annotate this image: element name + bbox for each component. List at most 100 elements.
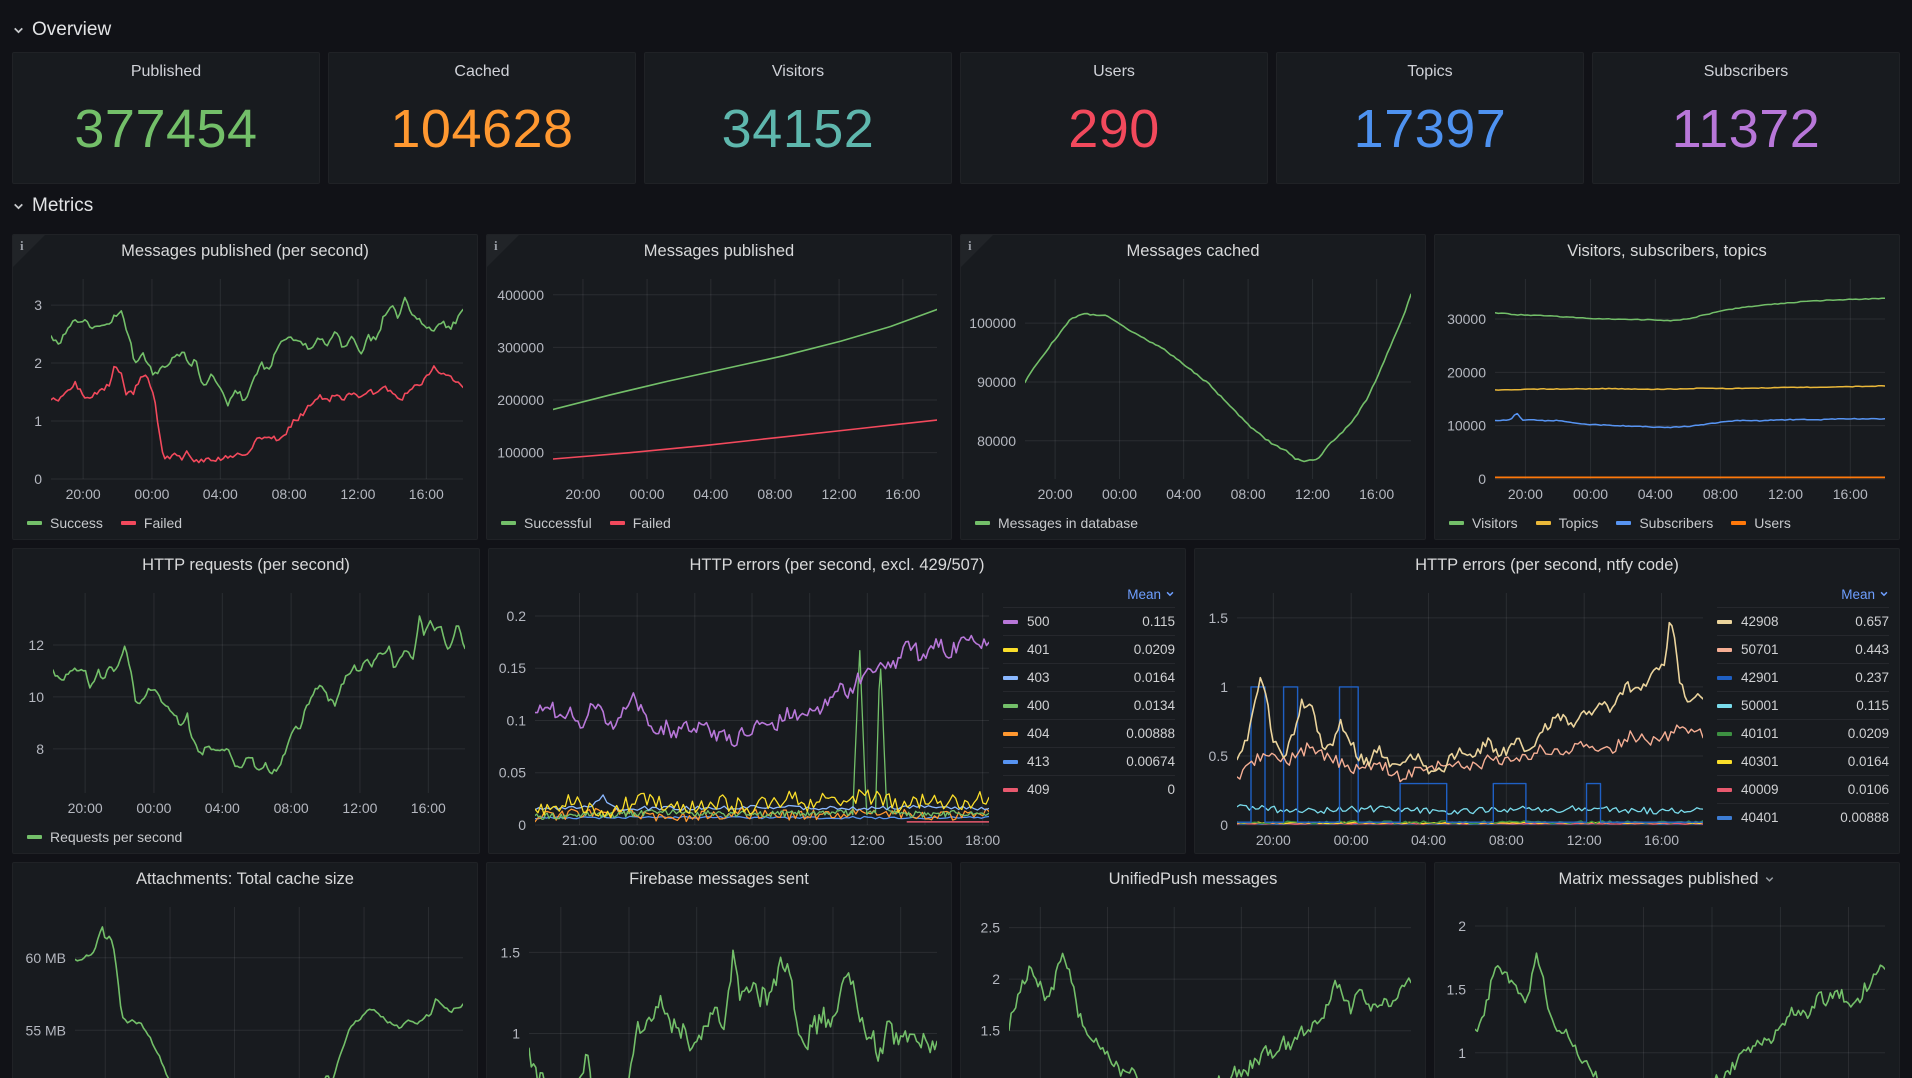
section-header-metrics[interactable]: Metrics [12,184,1900,228]
legend-mean-sort-header[interactable]: Mean [1003,581,1175,607]
x-tick-label: 20:00 [1256,832,1291,848]
panel-title[interactable]: HTTP errors (per second, excl. 429/507) [489,549,1185,581]
legend-mean-sort-header[interactable]: Mean [1717,581,1889,607]
series-color-swatch [1449,521,1464,525]
panel-http-errors-ntfy: HTTP errors (per second, ntfy code) 1.5 1 0… [1194,548,1900,854]
series-color-swatch [1717,703,1732,708]
panel-title[interactable]: Messages published [487,235,951,267]
legend-table-row[interactable]: 400 0.0134 [1003,691,1175,719]
legend-table-row[interactable]: 42908 0.657 [1717,607,1889,635]
overview-stats-row: Published 377454 Cached 104628 Visitors … [12,52,1900,184]
panel-info-corner-icon[interactable] [961,235,993,267]
chart-canvas[interactable]: 400000 300000 200000 100000 20:00 00:00 04:00 0… [487,267,951,507]
x-tick-label: 18:00 [965,832,1000,848]
series-name: 401 [1027,642,1050,657]
panel-title[interactable]: HTTP requests (per second) [13,549,479,581]
panel-http-errors-excl: HTTP errors (per second, excl. 429/507) 0… [488,548,1186,854]
series-color-swatch [501,521,516,525]
x-tick-label: 04:00 [1638,486,1673,502]
legend-table-row[interactable]: 404 0.00888 [1003,719,1175,747]
series-name: 40401 [1741,810,1779,825]
legend-item-topics[interactable]: Topics [1535,515,1598,531]
mean-header-label: Mean [1127,586,1161,602]
legend-item-failed[interactable]: Failed [120,515,182,531]
chart-canvas[interactable]: 100000 90000 80000 20:00 00:00 04:00 08:00 12:0… [961,267,1425,507]
panel-title[interactable]: Visitors, subscribers, topics [1435,235,1899,267]
x-tick-label: 20:00 [1038,486,1073,502]
chart-canvas[interactable]: 3 2 1 0 20:00 00:00 04:00 08:00 12:00 16:00 [13,267,477,507]
chart-canvas[interactable]: 0.2 0.15 0.1 0.05 0 21:00 00:00 03:00 06:00 09:00… [489,581,1003,853]
series-name: Messages in database [998,515,1139,531]
chart-canvas[interactable]: 30000 20000 10000 0 20:00 00:00 04:00 08:00 12:0… [1435,267,1899,507]
legend-table-row[interactable]: 50001 0.115 [1717,691,1889,719]
x-tick-label: 04:00 [1166,486,1201,502]
x-tick-label: 00:00 [134,486,169,502]
stat-label: Subscribers [1703,63,1789,80]
legend-item-requests-per-second[interactable]: Requests per second [27,829,182,845]
legend-table-row[interactable]: 401 0.0209 [1003,635,1175,663]
panel-matrix-messages-published: Matrix messages published21.510.520:0000… [1434,862,1900,1078]
x-tick-label: 00:00 [1573,486,1608,502]
legend-table-row[interactable]: 40401 0.00888 [1717,803,1889,831]
section-header-overview[interactable]: Overview [12,8,1900,52]
x-tick-label: 08:00 [1489,832,1524,848]
legend-item-visitors[interactable]: Visitors [1449,515,1518,531]
series-mean-value: 0.115 [1142,614,1175,629]
stat-value: 290 [1068,99,1160,159]
legend-item-successful[interactable]: Successful [501,515,592,531]
panel-title[interactable]: Messages cached [961,235,1425,267]
panel-title[interactable]: UnifiedPush messages [961,863,1425,895]
legend-table-row[interactable]: 50701 0.443 [1717,635,1889,663]
series-name: 40101 [1741,726,1779,741]
series-mean-value: 0.00674 [1126,754,1175,769]
panel-title[interactable]: Firebase messages sent [487,863,951,895]
x-tick-label: 00:00 [1102,486,1137,502]
legend-table-row[interactable]: 40009 0.0106 [1717,775,1889,803]
legend-table-row[interactable]: 409 0 [1003,775,1175,803]
chart-area: 30000 20000 10000 0 20:00 00:00 04:00 08:00 12:0… [1435,267,1899,507]
legend-item-success[interactable]: Success [27,515,103,531]
legend-item-users[interactable]: Users [1731,515,1791,531]
panel-title-text: Firebase messages sent [629,870,809,888]
y-tick-label: 8 [36,741,44,757]
stat-panel-published: Published 377454 [12,52,320,184]
legend-item-messages-in-database[interactable]: Messages in database [975,515,1138,531]
series-color-swatch [120,521,136,525]
legend-table-row[interactable]: 42901 0.237 [1717,663,1889,691]
legend-table-row[interactable]: 403 0.0164 [1003,663,1175,691]
panel-info-corner-icon[interactable] [487,235,519,267]
panel-body: 100000 90000 80000 20:00 00:00 04:00 08:00 12:0… [961,267,1425,507]
info-icon: i [20,238,24,253]
legend-table-row[interactable]: 500 0.115 [1003,607,1175,635]
panel-title[interactable]: Attachments: Total cache size [13,863,477,895]
legend-table-row[interactable]: 413 0.00674 [1003,747,1175,775]
stat-panel-users: Users 290 [960,52,1268,184]
chart-canvas[interactable]: 1.5 1 0.5 0 20:00 00:00 04:00 08:00 12:00 16:00 [1195,581,1717,853]
series-color-swatch [1003,787,1018,792]
chart-canvas[interactable]: 12 10 8 20:00 00:00 04:00 08:00 12:00 16:00 [13,581,479,821]
legend-item-subscribers[interactable]: Subscribers [1616,515,1713,531]
stat-value: 34152 [721,99,875,159]
panel-title[interactable]: Messages published (per second) [13,235,477,267]
panel-title-text: Visitors, subscribers, topics [1567,242,1767,260]
panel-title[interactable]: Matrix messages published [1435,863,1899,895]
legend-table-row[interactable]: 40101 0.0209 [1717,719,1889,747]
x-tick-label: 00:00 [630,486,665,502]
y-tick-label: 2 [1458,918,1466,934]
y-tick-label: 0 [518,817,526,833]
panel-info-corner-icon[interactable] [13,235,45,267]
panel-title[interactable]: HTTP errors (per second, ntfy code) [1195,549,1899,581]
series-name: 400 [1027,698,1050,713]
series-mean-value: 0.443 [1855,642,1889,657]
legend-table-row[interactable]: 40301 0.0164 [1717,747,1889,775]
legend-item-failed[interactable]: Failed [609,515,671,531]
chevron-down-icon [14,27,23,33]
stat-value: 377454 [74,99,258,159]
